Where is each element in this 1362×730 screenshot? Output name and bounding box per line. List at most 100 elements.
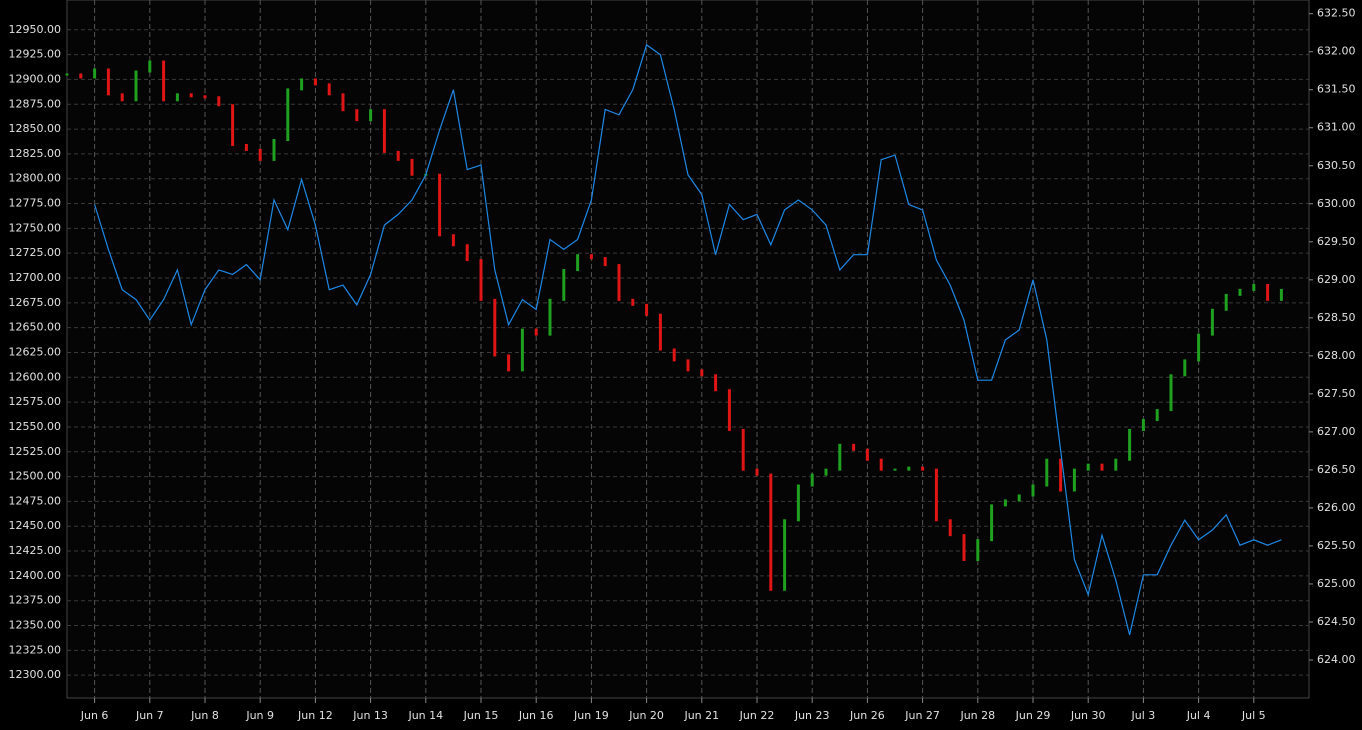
candle: [286, 88, 290, 141]
candle: [217, 96, 221, 107]
candle: [1086, 463, 1090, 471]
candle: [686, 359, 690, 372]
y2-tick-label: 628.00: [1317, 349, 1356, 362]
x-tick-label: Jun 9: [245, 709, 274, 722]
y-tick-label: 12525.00: [9, 445, 62, 458]
y2-tick-label: 624.00: [1317, 653, 1356, 666]
x-tick-label: Jul 3: [1131, 709, 1156, 722]
line-series: [94, 43, 1282, 636]
candle: [189, 93, 193, 98]
y-tick-label: 12425.00: [9, 544, 62, 557]
candle: [865, 448, 869, 461]
candle: [1252, 283, 1256, 291]
candle: [300, 78, 304, 91]
candle: [134, 70, 138, 102]
y-tick-label: 12900.00: [9, 72, 62, 85]
candle: [1183, 359, 1187, 377]
y2-tick-label: 631.00: [1317, 121, 1356, 134]
candle: [617, 264, 621, 301]
y-tick-label: 12825.00: [9, 147, 62, 160]
candle: [175, 93, 179, 102]
x-tick-label: Jun 29: [1015, 709, 1051, 722]
candle: [893, 468, 897, 471]
candle: [1266, 283, 1270, 301]
y2-tick-label: 624.50: [1317, 615, 1356, 628]
y-tick-label: 12550.00: [9, 420, 62, 433]
candle: [645, 303, 649, 316]
x-tick-label: Jun 8: [190, 709, 219, 722]
candle: [755, 468, 759, 476]
candle: [93, 68, 97, 79]
y-tick-label: 12850.00: [9, 122, 62, 135]
y-tick-label: 12775.00: [9, 197, 62, 210]
x-tick-label: Jun 27: [904, 709, 940, 722]
candle: [507, 354, 511, 372]
candle: [976, 539, 980, 561]
x-tick-label: Jun 15: [463, 709, 499, 722]
y-tick-label: 12950.00: [9, 23, 62, 36]
candle: [327, 83, 331, 96]
y2-tick-label: 627.50: [1317, 387, 1356, 400]
candle: [1072, 468, 1076, 492]
x-tick-label: Jun 6: [80, 709, 109, 722]
candle: [313, 78, 317, 86]
x-tick-label: Jun 16: [518, 709, 554, 722]
x-tick-label: Jun 30: [1070, 709, 1106, 722]
candle: [824, 468, 828, 476]
candle: [852, 443, 856, 451]
y-tick-label: 12925.00: [9, 48, 62, 61]
candle: [465, 244, 469, 262]
y-tick-label: 12450.00: [9, 519, 62, 532]
y2-tick-label: 630.00: [1317, 197, 1356, 210]
y2-tick-label: 625.00: [1317, 577, 1356, 590]
y-tick-label: 12650.00: [9, 321, 62, 334]
y2-tick-label: 625.50: [1317, 539, 1356, 552]
candle: [603, 257, 607, 267]
candle: [203, 95, 207, 99]
candle: [548, 298, 552, 336]
x-tick-label: Jun 19: [573, 709, 609, 722]
candle: [1238, 288, 1242, 296]
candle: [479, 259, 483, 301]
candle: [1059, 458, 1063, 492]
y2-tick-label: 626.50: [1317, 463, 1356, 476]
y2-tick-label: 629.50: [1317, 235, 1356, 248]
candle: [493, 298, 497, 357]
y2-tick-label: 628.50: [1317, 311, 1356, 324]
y-tick-label: 12300.00: [9, 668, 62, 681]
x-tick-label: Jun 20: [628, 709, 664, 722]
candle: [258, 148, 262, 161]
y2-tick-label: 626.00: [1317, 501, 1356, 514]
y-tick-label: 12575.00: [9, 395, 62, 408]
y-tick-label: 12700.00: [9, 271, 62, 284]
candle: [410, 158, 414, 176]
candle: [921, 466, 925, 471]
candle: [1197, 333, 1201, 362]
candle: [382, 109, 386, 153]
candle: [534, 328, 538, 336]
y-tick-label: 12750.00: [9, 221, 62, 234]
candle: [838, 443, 842, 471]
candle: [796, 484, 800, 522]
candle: [148, 60, 152, 73]
x-tick-label: Jun 22: [739, 709, 775, 722]
x-tick-label: Jun 12: [297, 709, 333, 722]
candle: [1210, 308, 1214, 336]
x-tick-label: Jun 13: [352, 709, 388, 722]
candle: [451, 234, 455, 247]
candle: [244, 143, 248, 151]
candle: [1017, 494, 1021, 502]
candle: [631, 298, 635, 306]
candle: [438, 173, 442, 237]
candle: [396, 150, 400, 161]
candle: [162, 60, 166, 102]
candle: [589, 254, 593, 260]
y-tick-label: 12400.00: [9, 569, 62, 582]
y-tick-label: 12800.00: [9, 172, 62, 185]
candle: [1224, 293, 1228, 311]
y-tick-label: 12500.00: [9, 470, 62, 483]
x-tick-label: Jun 7: [135, 709, 164, 722]
candle: [1114, 458, 1118, 471]
candle: [1045, 458, 1049, 487]
